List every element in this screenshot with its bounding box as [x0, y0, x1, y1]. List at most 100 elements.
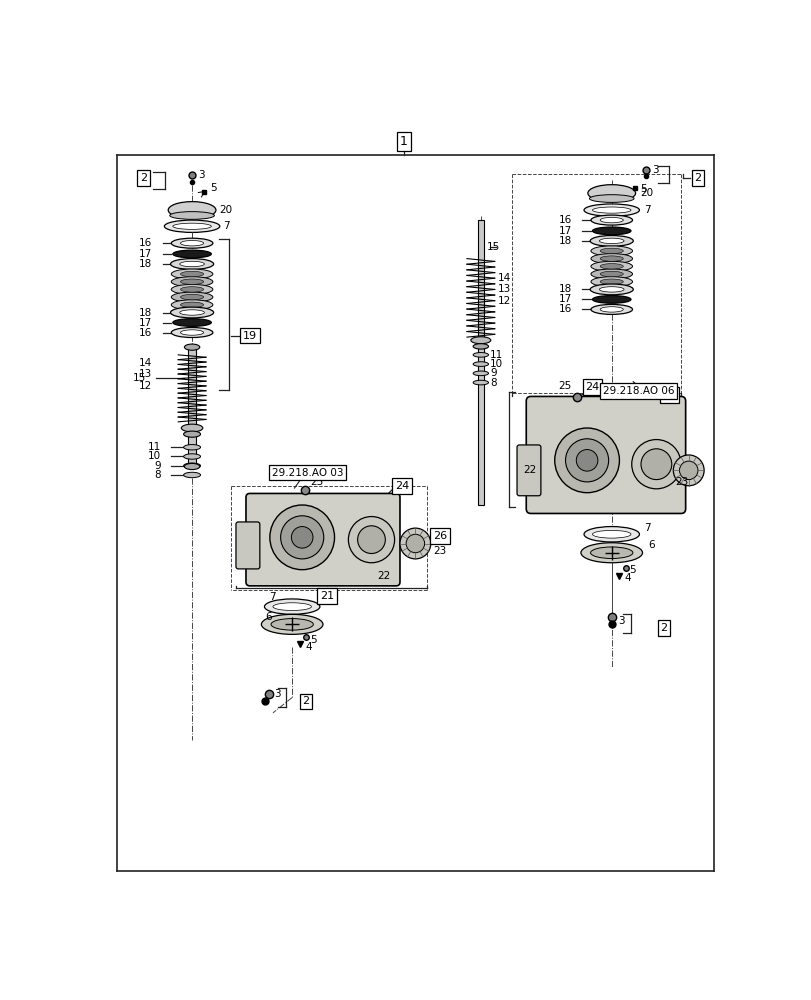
Circle shape — [357, 526, 385, 554]
Text: 10: 10 — [490, 359, 503, 369]
Ellipse shape — [587, 185, 635, 202]
Ellipse shape — [592, 207, 630, 213]
Ellipse shape — [180, 302, 204, 307]
Circle shape — [348, 517, 394, 563]
Ellipse shape — [183, 454, 200, 459]
Text: 6: 6 — [265, 612, 272, 622]
Ellipse shape — [170, 307, 213, 318]
Text: 19: 19 — [242, 331, 256, 341]
Circle shape — [406, 534, 424, 553]
Ellipse shape — [599, 217, 623, 223]
Text: 3: 3 — [198, 170, 204, 180]
Ellipse shape — [180, 279, 204, 284]
Circle shape — [564, 439, 608, 482]
Text: 12: 12 — [139, 381, 152, 391]
Text: 13: 13 — [139, 369, 152, 379]
Text: 3: 3 — [651, 165, 658, 175]
Text: 17: 17 — [139, 318, 152, 328]
Text: 25: 25 — [557, 381, 570, 391]
Ellipse shape — [180, 287, 204, 292]
Text: 14: 14 — [497, 273, 510, 283]
Ellipse shape — [179, 310, 204, 315]
Ellipse shape — [171, 284, 212, 294]
Circle shape — [281, 516, 324, 559]
Text: 3: 3 — [274, 689, 281, 699]
Ellipse shape — [599, 307, 623, 312]
Text: 7: 7 — [268, 592, 276, 602]
Ellipse shape — [592, 227, 630, 235]
Text: 16: 16 — [558, 215, 571, 225]
Ellipse shape — [592, 296, 630, 303]
Ellipse shape — [599, 287, 624, 292]
Ellipse shape — [589, 195, 633, 202]
Text: 2: 2 — [139, 173, 147, 183]
Text: 16: 16 — [558, 304, 571, 314]
Ellipse shape — [261, 614, 323, 634]
Text: 22: 22 — [376, 571, 389, 581]
Ellipse shape — [473, 344, 488, 349]
Text: 2: 2 — [659, 623, 667, 633]
Text: 17: 17 — [558, 294, 571, 304]
Text: 17: 17 — [558, 226, 571, 236]
Text: 8: 8 — [490, 378, 496, 388]
Ellipse shape — [590, 235, 633, 246]
Ellipse shape — [180, 330, 204, 335]
Text: 24: 24 — [395, 481, 409, 491]
Ellipse shape — [473, 380, 488, 385]
Text: 11: 11 — [148, 442, 161, 452]
Text: 2: 2 — [303, 696, 309, 706]
Ellipse shape — [583, 527, 639, 542]
Text: 12: 12 — [497, 296, 510, 306]
Ellipse shape — [183, 431, 200, 437]
Text: 18: 18 — [558, 236, 571, 246]
Text: 18: 18 — [558, 284, 571, 294]
Ellipse shape — [599, 279, 623, 284]
Ellipse shape — [592, 530, 630, 538]
Ellipse shape — [470, 337, 490, 344]
Text: 5: 5 — [310, 635, 316, 645]
Ellipse shape — [580, 543, 642, 563]
Ellipse shape — [168, 202, 216, 219]
Text: 10: 10 — [148, 451, 161, 461]
Text: 5: 5 — [639, 184, 646, 194]
Ellipse shape — [173, 250, 211, 258]
Ellipse shape — [599, 264, 623, 269]
Text: 6: 6 — [647, 540, 654, 550]
Ellipse shape — [183, 463, 200, 468]
Text: 17: 17 — [139, 249, 152, 259]
Text: 16: 16 — [139, 238, 152, 248]
Ellipse shape — [271, 619, 313, 630]
Text: 4: 4 — [305, 642, 311, 652]
Ellipse shape — [599, 248, 623, 254]
Circle shape — [400, 528, 431, 559]
Bar — [477, 220, 483, 505]
Circle shape — [679, 461, 697, 480]
Text: 7: 7 — [222, 221, 230, 231]
Ellipse shape — [590, 261, 632, 271]
Ellipse shape — [181, 424, 203, 432]
Text: 29.218.AO 06: 29.218.AO 06 — [603, 386, 674, 396]
Text: 29.218.AO 03: 29.218.AO 03 — [272, 468, 343, 478]
Text: 14: 14 — [139, 358, 152, 368]
Ellipse shape — [173, 319, 211, 326]
Ellipse shape — [171, 292, 212, 302]
Text: 7: 7 — [643, 205, 650, 215]
Text: 13: 13 — [497, 284, 510, 294]
Ellipse shape — [180, 241, 204, 246]
Text: 8: 8 — [154, 470, 161, 480]
FancyBboxPatch shape — [246, 493, 400, 586]
Ellipse shape — [590, 246, 632, 256]
Ellipse shape — [164, 220, 220, 232]
Ellipse shape — [173, 223, 211, 229]
Ellipse shape — [170, 259, 213, 269]
Text: 23: 23 — [674, 477, 687, 487]
Text: 4: 4 — [624, 573, 631, 583]
Ellipse shape — [583, 204, 639, 216]
Text: 26: 26 — [432, 531, 447, 541]
Circle shape — [576, 450, 597, 471]
Text: 20: 20 — [219, 205, 232, 215]
Text: 19: 19 — [662, 390, 676, 400]
Ellipse shape — [183, 445, 200, 450]
Ellipse shape — [590, 215, 632, 225]
FancyBboxPatch shape — [526, 396, 684, 513]
